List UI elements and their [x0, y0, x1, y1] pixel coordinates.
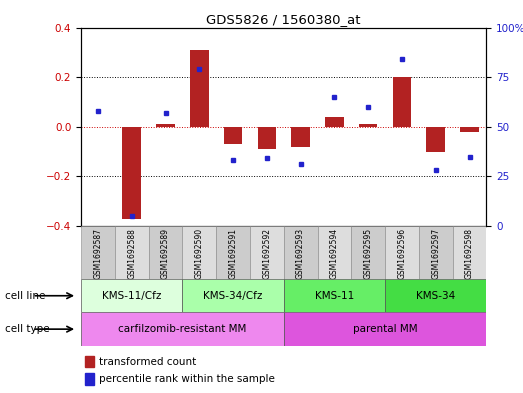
- Bar: [351, 226, 385, 279]
- Text: GSM1692591: GSM1692591: [229, 228, 237, 279]
- Text: percentile rank within the sample: percentile rank within the sample: [99, 374, 275, 384]
- Bar: [81, 279, 183, 312]
- Bar: [291, 127, 310, 147]
- Bar: [81, 226, 115, 279]
- Text: GSM1692597: GSM1692597: [431, 228, 440, 279]
- Bar: [460, 127, 479, 132]
- Bar: [216, 226, 250, 279]
- Bar: [183, 226, 216, 279]
- Text: cell line: cell line: [5, 291, 46, 301]
- Text: GSM1692590: GSM1692590: [195, 228, 204, 279]
- Bar: [115, 226, 149, 279]
- Bar: [359, 124, 378, 127]
- Bar: [283, 226, 317, 279]
- Bar: [317, 226, 351, 279]
- Bar: [385, 279, 486, 312]
- Bar: [149, 226, 183, 279]
- Text: GSM1692598: GSM1692598: [465, 228, 474, 279]
- Bar: [183, 279, 283, 312]
- Text: GSM1692594: GSM1692594: [330, 228, 339, 279]
- Text: cell type: cell type: [5, 324, 50, 334]
- Title: GDS5826 / 1560380_at: GDS5826 / 1560380_at: [207, 13, 361, 26]
- Bar: [283, 312, 486, 346]
- Text: KMS-34: KMS-34: [416, 291, 456, 301]
- Bar: [156, 124, 175, 127]
- Bar: [452, 226, 486, 279]
- Bar: [385, 226, 419, 279]
- Bar: [393, 77, 411, 127]
- Bar: [190, 50, 209, 127]
- Text: GSM1692587: GSM1692587: [94, 228, 103, 279]
- Bar: [325, 117, 344, 127]
- Text: GSM1692593: GSM1692593: [296, 228, 305, 279]
- Text: GSM1692588: GSM1692588: [127, 228, 136, 279]
- Bar: [85, 373, 94, 385]
- Text: KMS-34/Cfz: KMS-34/Cfz: [203, 291, 263, 301]
- Bar: [122, 127, 141, 219]
- Bar: [419, 226, 452, 279]
- Bar: [224, 127, 242, 144]
- Text: KMS-11/Cfz: KMS-11/Cfz: [102, 291, 162, 301]
- Text: GSM1692592: GSM1692592: [263, 228, 271, 279]
- Text: KMS-11: KMS-11: [315, 291, 354, 301]
- Bar: [426, 127, 445, 152]
- Text: parental MM: parental MM: [353, 324, 417, 334]
- Text: GSM1692595: GSM1692595: [363, 228, 373, 279]
- Text: GSM1692596: GSM1692596: [397, 228, 406, 279]
- Bar: [81, 312, 283, 346]
- Text: transformed count: transformed count: [99, 356, 197, 367]
- Bar: [257, 127, 276, 149]
- Bar: [85, 356, 94, 367]
- Text: GSM1692589: GSM1692589: [161, 228, 170, 279]
- Bar: [250, 226, 283, 279]
- Text: carfilzomib-resistant MM: carfilzomib-resistant MM: [118, 324, 246, 334]
- Bar: [283, 279, 385, 312]
